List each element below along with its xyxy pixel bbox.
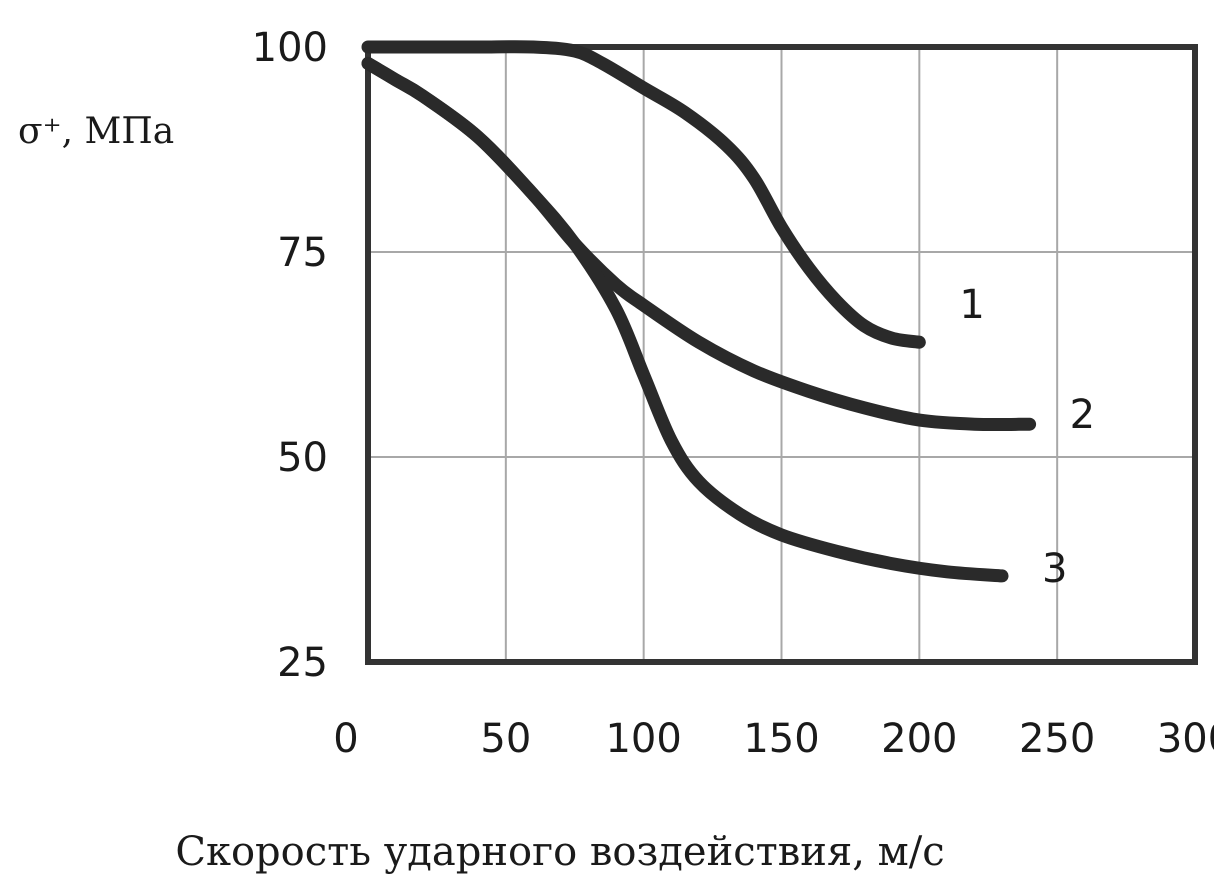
y-tick-label-3: 100 [252, 25, 328, 71]
x-tick-label-2: 100 [605, 716, 681, 762]
y-tick-label-2: 75 [277, 230, 328, 276]
x-tick-labels: 0 50 100 150 200 250 300 [333, 716, 1214, 762]
plot-frame [365, 44, 1198, 665]
x-tick-label-4: 200 [881, 716, 957, 762]
y-tick-label-0: 25 [277, 640, 328, 686]
series-labels: 1 2 3 [959, 282, 1095, 592]
series-label-1: 1 [959, 282, 984, 328]
y-axis-label: σ⁺, МПа [18, 111, 174, 152]
x-tick-label-6: 300 [1157, 716, 1214, 762]
y-tick-label-1: 50 [277, 435, 328, 481]
series-line-1 [361, 40, 926, 349]
x-tick-label-5: 250 [1019, 716, 1095, 762]
grid [368, 47, 1195, 662]
x-tick-label-1: 50 [480, 716, 531, 762]
series-line-3 [361, 56, 1009, 583]
x-tick-label-3: 150 [743, 716, 819, 762]
x-tick-label-0: 0 [333, 716, 358, 762]
y-tick-labels: 25 50 75 100 [252, 25, 328, 686]
x-axis-label: Скорость ударного воздействия, м/с [175, 829, 944, 875]
series-label-3: 3 [1042, 546, 1067, 592]
series-lines [361, 40, 1037, 583]
series-label-2: 2 [1070, 392, 1095, 438]
